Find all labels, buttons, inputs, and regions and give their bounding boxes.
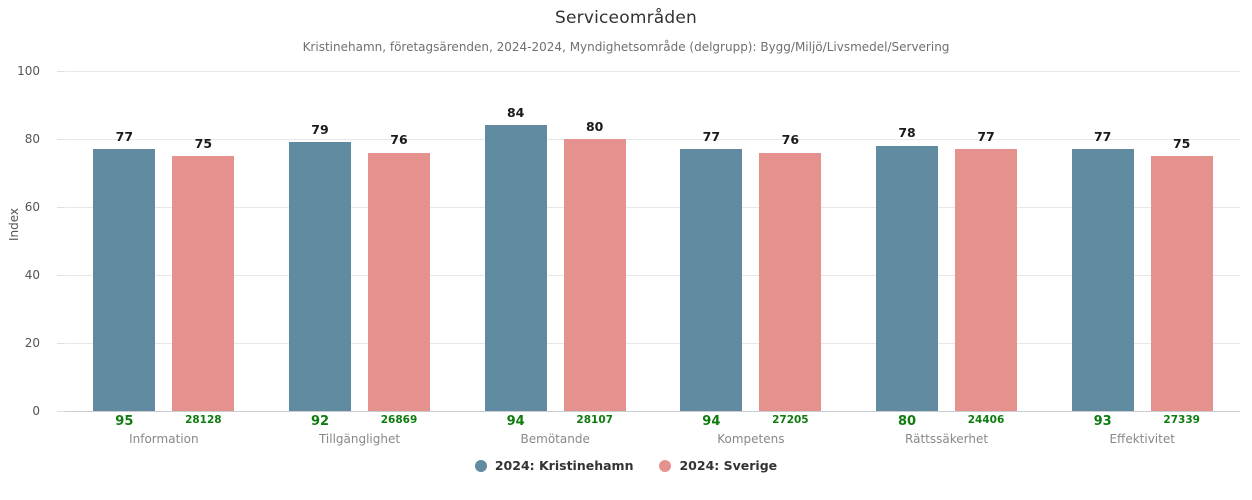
bar bbox=[955, 149, 1018, 411]
grid-line bbox=[66, 343, 1240, 344]
y-tick-mark bbox=[57, 275, 65, 276]
plot-area: 0 20 40 60 80 100 bbox=[17, 64, 1240, 418]
bar-column: 75 bbox=[172, 135, 235, 411]
category-label: Effektivitet bbox=[1109, 432, 1175, 447]
bar bbox=[680, 149, 743, 411]
bar-value-label: 84 bbox=[506, 104, 525, 120]
y-tick-label: 0 bbox=[32, 404, 40, 418]
y-tick-label: 100 bbox=[17, 64, 40, 78]
y-tick-label: 60 bbox=[24, 200, 40, 214]
legend-item[interactable]: 2024: Kristinehamn bbox=[474, 458, 634, 473]
y-tick-mark bbox=[57, 207, 65, 208]
bar-value-label: 78 bbox=[898, 125, 916, 141]
sample-size-label: 92 bbox=[310, 414, 330, 429]
sample-size-label: 94 bbox=[506, 414, 525, 429]
chart-legend: 2024: Kristinehamn 2024: Sverige bbox=[0, 458, 1252, 473]
sample-size-label: 28128 bbox=[185, 414, 222, 426]
grid-line bbox=[66, 139, 1240, 140]
bar-column: 80 bbox=[563, 118, 626, 411]
category-label: Kompetens bbox=[717, 432, 785, 447]
sample-size-label: 27339 bbox=[1163, 414, 1200, 426]
bar-column: 77 bbox=[93, 128, 156, 411]
bar-column: 77 bbox=[1071, 128, 1134, 411]
bar-column: 77 bbox=[955, 128, 1018, 411]
bar-column: 78 bbox=[876, 125, 939, 411]
bar-column: 75 bbox=[1150, 135, 1213, 411]
bar-group: 77 76 94 27205 Kompetens bbox=[653, 71, 849, 456]
bar bbox=[1150, 156, 1213, 411]
bar bbox=[172, 156, 235, 411]
bar bbox=[1071, 149, 1134, 411]
sample-size-label: 95 bbox=[115, 414, 134, 429]
bar-column: 84 bbox=[484, 104, 547, 411]
chart-subtitle: Kristinehamn, företagsärenden, 2024-2024… bbox=[302, 40, 950, 54]
category-label: Bemötande bbox=[520, 432, 590, 447]
y-tick-mark bbox=[57, 411, 65, 412]
bar-value-label: 77 bbox=[1093, 128, 1112, 144]
bar-value-label: 79 bbox=[311, 121, 329, 137]
grid-line bbox=[66, 207, 1240, 208]
sample-size-label: 27205 bbox=[772, 414, 809, 426]
bar-value-label: 77 bbox=[702, 128, 721, 144]
y-tick-label: 20 bbox=[24, 336, 40, 350]
bar-column: 76 bbox=[759, 132, 822, 411]
bar-value-label: 77 bbox=[115, 128, 134, 144]
y-tick-mark bbox=[57, 71, 65, 72]
grid-line bbox=[66, 71, 1240, 72]
bar-value-label: 80 bbox=[585, 118, 604, 134]
sample-size-label: 26869 bbox=[380, 414, 418, 426]
bar-value-label: 77 bbox=[977, 128, 995, 144]
bar-value-label: 75 bbox=[1172, 135, 1191, 151]
bar-group: 79 76 92 26869 Tillgänglighet bbox=[262, 71, 458, 456]
bar-group: 84 80 94 28107 Bemötande bbox=[457, 71, 653, 456]
bar bbox=[289, 142, 351, 411]
bar-group: 78 77 80 24406 Rättssäkerhet bbox=[849, 71, 1045, 456]
x-axis-line bbox=[58, 411, 1240, 412]
category-label: Tillgänglighet bbox=[318, 432, 401, 447]
y-tick-mark bbox=[57, 343, 65, 344]
y-tick-mark bbox=[57, 139, 65, 140]
legend-label: 2024: Sverige bbox=[679, 458, 778, 473]
bar-column: 79 bbox=[289, 121, 351, 411]
sample-size-label: 94 bbox=[702, 414, 721, 429]
bar bbox=[368, 152, 430, 411]
bar-value-label: 76 bbox=[781, 132, 800, 148]
category-label: Rättssäkerhet bbox=[905, 432, 989, 447]
bar-value-label: 75 bbox=[194, 135, 213, 151]
bar bbox=[93, 149, 156, 411]
y-tick-label: 40 bbox=[24, 268, 40, 282]
grid-line bbox=[66, 275, 1240, 276]
sample-size-label: 24406 bbox=[967, 414, 1005, 426]
bar bbox=[876, 145, 939, 411]
bar bbox=[563, 139, 626, 411]
bar-column: 76 bbox=[368, 134, 430, 411]
sample-size-label: 80 bbox=[897, 414, 917, 429]
legend-item[interactable]: 2024: Sverige bbox=[659, 458, 777, 473]
bar-groups: 77 75 95 28128 Information 79 76 92 26869 Tillgän… bbox=[66, 71, 1240, 456]
bar-column: 77 bbox=[680, 128, 743, 411]
sample-size-label: 28107 bbox=[576, 414, 613, 426]
bar-group: 77 75 93 27339 Effektivitet bbox=[1044, 71, 1240, 456]
bar bbox=[484, 125, 547, 411]
bar-value-label: 76 bbox=[390, 132, 408, 148]
bar bbox=[759, 152, 822, 411]
legend-marker-icon bbox=[474, 459, 487, 472]
chart-title: Serviceområden bbox=[554, 8, 698, 28]
category-label: Information bbox=[129, 432, 199, 447]
y-tick-label: 80 bbox=[24, 132, 40, 146]
bar-group: 77 75 95 28128 Information bbox=[66, 71, 262, 456]
legend-label: 2024: Kristinehamn bbox=[494, 458, 634, 473]
legend-marker-icon bbox=[659, 459, 672, 472]
sample-size-label: 93 bbox=[1093, 414, 1112, 429]
